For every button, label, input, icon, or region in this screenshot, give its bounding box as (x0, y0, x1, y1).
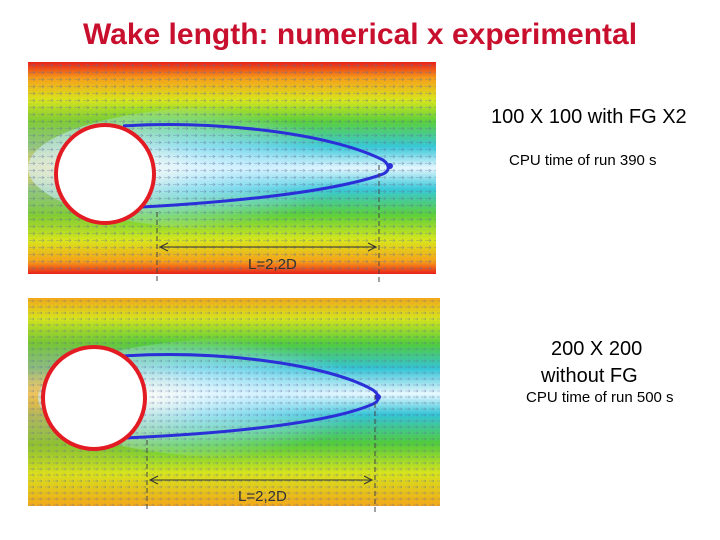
flow-field-panel-2 (28, 298, 440, 506)
cpu-time-label-2: CPU time of run 500 s (526, 389, 674, 406)
cylinder-circle (41, 345, 147, 451)
grid-label-2-line2: without FG (541, 365, 638, 387)
grid-label-2-line1: 200 X 200 (551, 338, 643, 360)
wake-length-label-2: L=2,2D (238, 488, 287, 505)
velocity-field-image-1 (28, 62, 436, 274)
slide-title: Wake length: numerical x experimental (82, 18, 638, 51)
cpu-time-label-1: CPU time of run 390 s (509, 152, 657, 169)
cylinder-circle (54, 123, 156, 225)
flow-field-panel-1 (28, 62, 436, 274)
velocity-field-image-2 (28, 298, 440, 506)
grid-label-1: 100 X 100 with FG X2 (491, 106, 687, 128)
wake-length-label-1: L=2,2D (248, 256, 297, 273)
